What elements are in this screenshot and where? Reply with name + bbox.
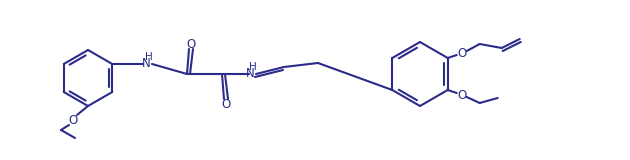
Text: N: N — [142, 56, 151, 69]
Text: O: O — [221, 97, 231, 111]
Text: O: O — [186, 37, 196, 51]
Text: O: O — [69, 113, 77, 127]
Text: O: O — [457, 47, 466, 60]
Text: H: H — [249, 62, 257, 72]
Text: N: N — [246, 67, 255, 80]
Text: H: H — [145, 52, 153, 62]
Text: O: O — [457, 88, 466, 101]
